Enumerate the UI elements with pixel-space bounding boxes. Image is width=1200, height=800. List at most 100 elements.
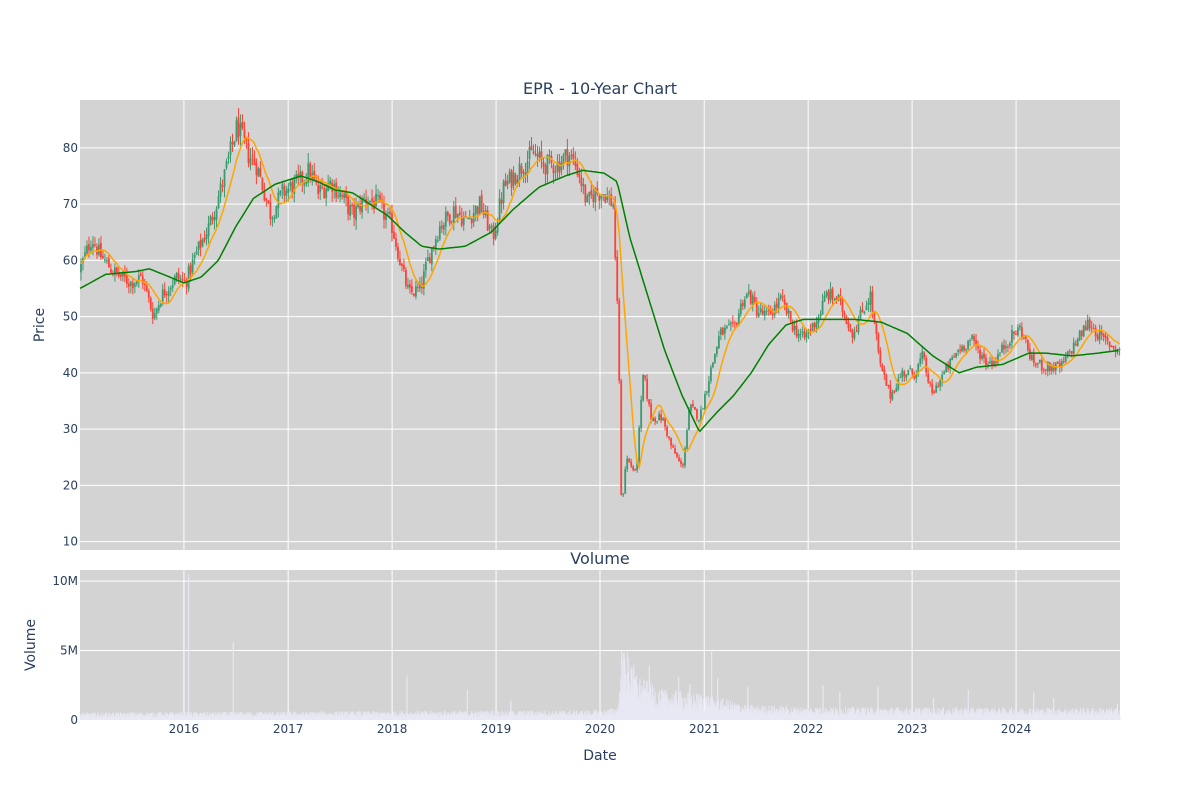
volume-bar xyxy=(141,712,143,720)
candle-body xyxy=(261,177,264,191)
volume-bar xyxy=(842,714,844,720)
volume-bar xyxy=(770,711,772,720)
volume-bar xyxy=(344,717,346,720)
volume-bar xyxy=(778,711,780,720)
volume-bar xyxy=(1036,707,1038,720)
volume-bar xyxy=(792,713,793,720)
volume-bar xyxy=(930,711,931,720)
volume-bar xyxy=(952,715,954,720)
volume-bar xyxy=(218,715,220,720)
volume-bar xyxy=(751,704,752,720)
volume-bar xyxy=(464,714,466,720)
volume-bar xyxy=(215,711,217,720)
candle-body xyxy=(646,378,649,399)
volume-bar xyxy=(682,709,684,720)
volume-bar xyxy=(597,714,599,720)
volume-bar xyxy=(800,713,801,720)
candle-body xyxy=(494,230,497,239)
volume-bar xyxy=(773,714,775,720)
volume-bar xyxy=(234,715,236,720)
volume-bar xyxy=(1073,713,1074,720)
volume-bar xyxy=(744,705,746,720)
volume-bar xyxy=(914,715,916,720)
candle-body xyxy=(446,211,449,217)
volume-bar xyxy=(159,716,161,720)
volume-bar xyxy=(170,713,172,720)
volume-bar xyxy=(511,711,513,720)
volume-bar xyxy=(279,714,281,720)
volume-bar xyxy=(1055,715,1057,720)
volume-bar xyxy=(581,710,583,720)
volume-bar xyxy=(863,708,865,720)
volume-bar xyxy=(909,713,911,720)
volume-bar xyxy=(113,715,115,720)
volume-bar xyxy=(854,709,855,720)
volume-bar xyxy=(1029,709,1031,720)
volume-bar xyxy=(625,690,627,720)
candle-body xyxy=(309,163,312,179)
volume-bar xyxy=(953,714,955,720)
volume-bar xyxy=(993,712,995,720)
volume-bar xyxy=(742,709,744,720)
volume-bar xyxy=(1024,714,1026,720)
volume-bar xyxy=(714,705,716,720)
candle-body xyxy=(604,194,607,203)
volume-bar xyxy=(761,706,763,720)
volume-bar xyxy=(1047,714,1049,720)
candle-body xyxy=(159,303,162,307)
volume-bar xyxy=(619,699,621,720)
volume-bar xyxy=(576,710,578,720)
volume-bar xyxy=(930,708,932,720)
volume-bar xyxy=(552,714,554,720)
volume-bar xyxy=(774,711,776,720)
volume-bar xyxy=(266,714,268,720)
volume-bar xyxy=(556,710,558,720)
candle-body xyxy=(1046,361,1049,372)
volume-bar xyxy=(867,709,869,720)
volume-bar xyxy=(663,693,664,720)
volume-bar xyxy=(776,708,778,720)
volume-bar xyxy=(180,714,182,720)
volume-bar xyxy=(275,713,277,720)
volume-bar xyxy=(853,706,854,720)
candle-body xyxy=(1112,345,1115,349)
volume-bar xyxy=(1061,711,1062,720)
candle-body xyxy=(731,321,734,323)
candle-body xyxy=(187,266,190,289)
volume-bar xyxy=(543,711,545,720)
volume-bar xyxy=(1013,710,1015,720)
candle-body xyxy=(84,252,86,257)
candle-body xyxy=(209,216,212,225)
volume-bar xyxy=(115,716,117,720)
candle-body xyxy=(397,246,399,259)
volume-bar xyxy=(540,712,541,720)
volume-bar xyxy=(792,709,794,720)
volume-bar xyxy=(905,712,907,720)
volume-bar xyxy=(1006,712,1008,720)
volume-bar xyxy=(997,710,999,720)
volume-bar xyxy=(543,715,545,720)
volume-bar xyxy=(737,706,739,720)
volume-bar xyxy=(1060,715,1062,720)
volume-bar xyxy=(356,716,358,720)
volume-bar xyxy=(298,715,300,720)
volume-bar xyxy=(316,716,318,720)
volume-bar xyxy=(835,707,837,720)
volume-bar xyxy=(190,711,192,720)
volume-bar xyxy=(102,717,104,720)
volume-bar xyxy=(282,712,284,720)
candle-body xyxy=(291,182,294,194)
volume-bar xyxy=(932,713,933,720)
volume-bar xyxy=(297,716,299,720)
volume-bar xyxy=(827,710,829,720)
volume-bar xyxy=(531,715,532,720)
candle-body xyxy=(512,172,515,186)
candle-body xyxy=(690,404,692,412)
volume-bar xyxy=(355,717,356,720)
volume-bar xyxy=(643,679,645,720)
volume-bar xyxy=(860,712,861,720)
volume-bar xyxy=(358,716,360,720)
volume-bar xyxy=(694,702,696,720)
volume-bar xyxy=(173,714,174,720)
